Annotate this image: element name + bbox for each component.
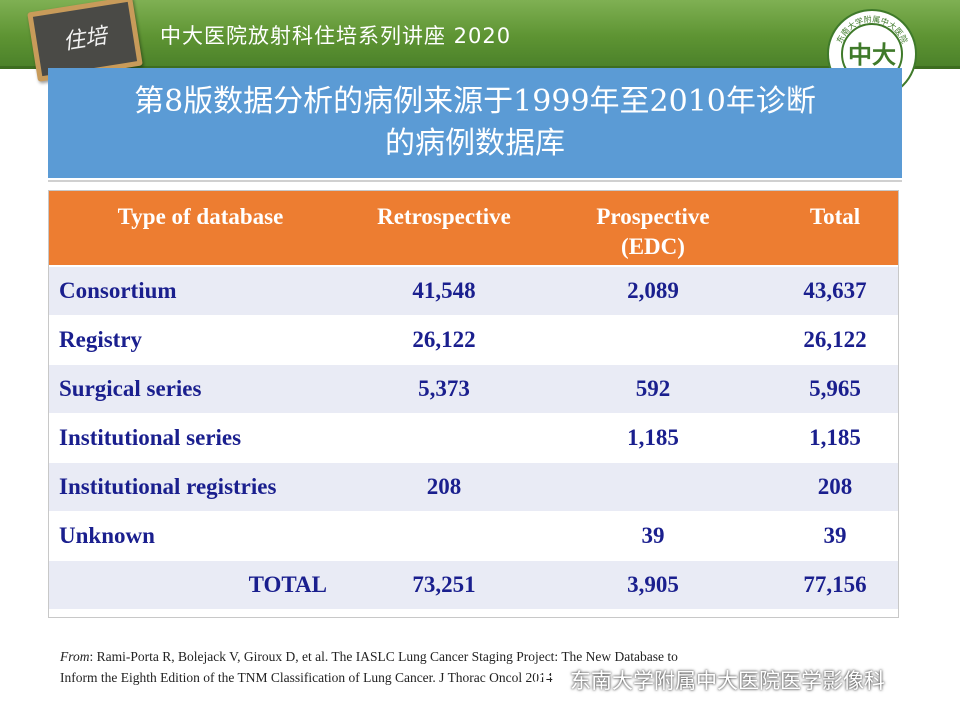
slide-title: 第8版数据分析的病例来源于1999年至2010年诊断 的病例数据库 xyxy=(70,81,880,165)
row-total: 39 xyxy=(771,511,899,561)
header-total: Total xyxy=(771,190,899,267)
row-retrospective: 5,373 xyxy=(353,364,535,414)
citation-from-label: From xyxy=(60,649,90,664)
row-total: 5,965 xyxy=(771,364,899,414)
header-band: 住培 中大医院放射科住培系列讲座 2020 xyxy=(0,0,960,82)
wechat-icon xyxy=(534,669,561,691)
total-total: 77,156 xyxy=(771,560,899,610)
row-retrospective: 208 xyxy=(353,462,535,512)
header-prospective-line1: Prospective xyxy=(596,204,710,229)
row-total: 43,637 xyxy=(771,266,899,316)
row-prospective: 592 xyxy=(535,364,771,414)
row-prospective: 39 xyxy=(535,511,771,561)
table-row: Registry 26,122 26,122 xyxy=(48,315,899,365)
row-retrospective: 26,122 xyxy=(353,315,535,365)
row-name: Registry xyxy=(48,315,353,365)
row-name: Institutional registries xyxy=(48,462,353,512)
row-total: 208 xyxy=(771,462,899,512)
citation-line1: : Rami-Porta R, Bolejack V, Giroux D, et… xyxy=(89,649,678,664)
header-type-of-database: Type of database xyxy=(48,190,353,267)
header-retrospective: Retrospective xyxy=(353,190,535,267)
slide-title-box: 第8版数据分析的病例来源于1999年至2010年诊断 的病例数据库 xyxy=(48,68,902,180)
row-prospective: 2,089 xyxy=(535,266,771,316)
table-header-row: Type of database Retrospective Prospecti… xyxy=(48,190,899,267)
table-row: Consortium 41,548 2,089 43,637 xyxy=(48,266,899,316)
row-retrospective xyxy=(353,413,535,463)
row-name: Consortium xyxy=(48,266,353,316)
table-row: Unknown 39 39 xyxy=(48,511,899,561)
row-prospective xyxy=(535,462,771,512)
row-retrospective xyxy=(353,511,535,561)
row-total: 1,185 xyxy=(771,413,899,463)
total-row: TOTAL 73,251 3,905 77,156 xyxy=(48,560,899,610)
database-table: Type of database Retrospective Prospecti… xyxy=(48,190,899,610)
row-total: 26,122 xyxy=(771,315,899,365)
seal-center-text: 中大 xyxy=(848,40,896,69)
table-row: Institutional registries 208 208 xyxy=(48,462,899,512)
header-prospective: Prospective (EDC) xyxy=(535,190,771,267)
row-name: Institutional series xyxy=(48,413,353,463)
row-prospective: 1,185 xyxy=(535,413,771,463)
row-name: Surgical series xyxy=(48,364,353,414)
slide-title-line1: 第8版数据分析的病例来源于1999年至2010年诊断 xyxy=(134,84,816,119)
total-row-label: TOTAL xyxy=(48,560,353,610)
citation-line2: Inform the Eighth Edition of the TNM Cla… xyxy=(60,670,553,685)
table-row: Institutional series 1,185 1,185 xyxy=(48,413,899,463)
row-name: Unknown xyxy=(48,511,353,561)
total-prospective: 3,905 xyxy=(535,560,771,610)
watermark-text: 东南大学附属中大医院医学影像科 xyxy=(570,669,885,693)
header-prospective-line2: (EDC) xyxy=(621,234,685,259)
watermark: 东南大学附属中大医院医学影像科 xyxy=(534,665,885,695)
row-prospective xyxy=(535,315,771,365)
chalkboard-logo-text: 住培 xyxy=(61,23,109,56)
total-retrospective: 73,251 xyxy=(353,560,535,610)
row-retrospective: 41,548 xyxy=(353,266,535,316)
series-title: 中大医院放射科住培系列讲座 2020 xyxy=(160,24,512,48)
slide-title-line2: 的病例数据库 xyxy=(385,126,565,161)
table-row: Surgical series 5,373 592 5,965 xyxy=(48,364,899,414)
citation: From: Rami-Porta R, Bolejack V, Giroux D… xyxy=(60,646,820,688)
